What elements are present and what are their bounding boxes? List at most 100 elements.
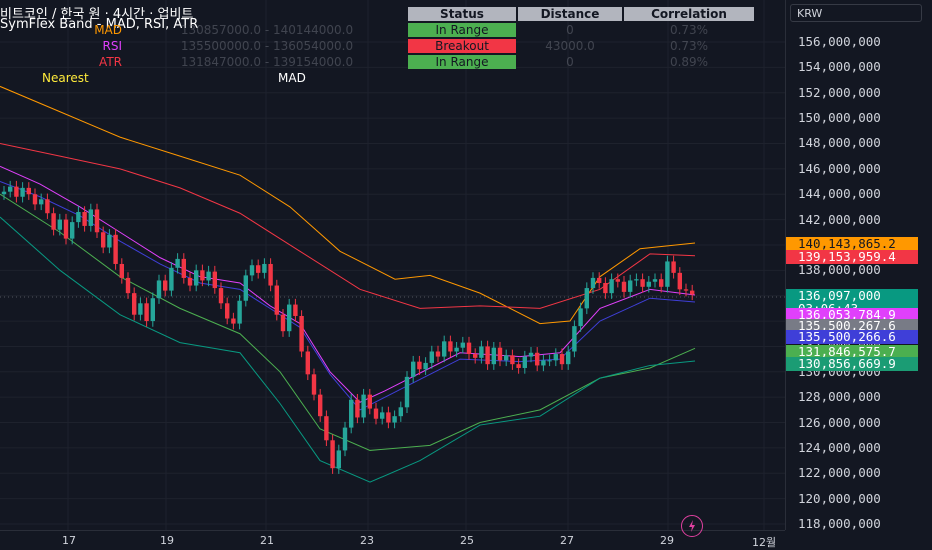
- candle-body: [621, 281, 627, 292]
- candle-body: [144, 303, 149, 322]
- candle-body: [510, 355, 515, 365]
- candle-body: [435, 351, 441, 357]
- rsi-upper-band: [0, 165, 696, 403]
- price-tick-label: 144,000,000: [798, 186, 881, 202]
- price-label: 136,053,784.9: [786, 308, 918, 322]
- table-row-nearest: Nearest MAD: [2, 71, 754, 85]
- candle-body: [20, 187, 25, 197]
- range-cell: 131847000.0 - 139154000.0: [180, 55, 354, 69]
- candle-body: [584, 288, 589, 309]
- candle-body: [262, 263, 267, 273]
- candle-body: [429, 351, 434, 363]
- candle-body: [256, 265, 261, 273]
- price-tick-label: 142,000,000: [798, 211, 881, 227]
- range-cell: 130857000.0 - 140144000.0: [180, 23, 354, 37]
- candle-body: [516, 364, 521, 368]
- price-label: 140,143,865.2: [786, 237, 918, 251]
- price-label: 135,500,267.6: [786, 319, 918, 333]
- table-row-mad: MAD 130857000.0 - 140144000.0 In Range 0…: [2, 23, 754, 37]
- candle-body: [535, 352, 540, 366]
- candle-body: [287, 304, 292, 332]
- candle-body: [200, 270, 205, 281]
- candle-body: [690, 290, 695, 295]
- lightning-bolt-icon[interactable]: [681, 515, 703, 537]
- candle-body: [1, 191, 7, 195]
- candle-body: [404, 376, 410, 408]
- candle-body: [299, 315, 304, 352]
- correlation-header: Correlation: [624, 7, 754, 21]
- candle-body: [280, 314, 286, 332]
- time-tick-label: 25: [460, 534, 474, 547]
- candle-body: [70, 222, 75, 239]
- mad-lower-band: [0, 216, 696, 483]
- currency-button[interactable]: KRW: [790, 4, 922, 22]
- candle-body: [652, 279, 658, 282]
- candle-body: [497, 347, 503, 361]
- candle-body: [665, 261, 670, 287]
- time-scale[interactable]: [0, 530, 785, 550]
- price-label: 139,153,959.4: [786, 250, 918, 264]
- candle-body: [683, 289, 689, 291]
- distance-header: Distance: [518, 7, 622, 21]
- candle-body: [293, 304, 298, 316]
- candle-body: [94, 209, 100, 233]
- candle-body: [163, 280, 168, 291]
- candle-body: [88, 209, 93, 226]
- candle-body: [150, 298, 155, 322]
- price-tick-label: 120,000,000: [798, 490, 881, 506]
- distance-cell: 0: [566, 23, 574, 37]
- candle-body: [175, 258, 180, 268]
- candle-body: [466, 342, 472, 355]
- row-label: MAD: [94, 23, 122, 37]
- candle-body: [212, 271, 217, 289]
- time-tick-label: 23: [360, 534, 374, 547]
- candle-body: [659, 279, 664, 287]
- price-tick-label: 126,000,000: [798, 414, 881, 430]
- price-tick-label: 128,000,000: [798, 389, 881, 405]
- candle-body: [181, 258, 186, 278]
- price-chart[interactable]: [0, 0, 785, 530]
- candle-body: [398, 407, 403, 417]
- candle-body: [51, 213, 56, 230]
- candle-body: [125, 277, 131, 294]
- time-tick-label: 17: [62, 534, 76, 547]
- price-tick-label: 118,000,000: [798, 516, 881, 532]
- price-scale[interactable]: [785, 0, 932, 530]
- candle-body: [417, 361, 422, 370]
- chart-area[interactable]: [0, 0, 785, 530]
- correlation-cell: 0.73%: [669, 23, 709, 37]
- candle-body: [138, 303, 143, 315]
- price-label: 131,846,575.7: [786, 345, 918, 359]
- candle-body: [231, 318, 236, 324]
- candle-body: [609, 279, 614, 294]
- candle-body: [225, 303, 230, 319]
- price-tick-label: 146,000,000: [798, 160, 881, 176]
- candle-body: [553, 354, 558, 361]
- range-cell: 135500000.0 - 136054000.0: [180, 39, 354, 53]
- candle-body: [243, 275, 248, 301]
- candle-body: [194, 270, 199, 286]
- table-row-atr: ATR 131847000.0 - 139154000.0 In Range 0…: [2, 55, 754, 69]
- candle-body: [14, 186, 19, 197]
- candle-body: [218, 288, 224, 304]
- candle-body: [566, 351, 571, 365]
- price-label: 135,500,266.6: [786, 330, 918, 344]
- candle-body: [454, 347, 459, 352]
- candle-body: [305, 351, 310, 375]
- status-header: Status: [408, 7, 516, 21]
- candle-body: [63, 219, 69, 239]
- candle-body: [628, 280, 633, 292]
- candle-body: [318, 394, 323, 417]
- candle-body: [473, 354, 478, 358]
- price-tick-label: 122,000,000: [798, 465, 881, 481]
- candle-body: [268, 263, 273, 286]
- candle-body: [82, 211, 87, 226]
- status-cell: In Range: [408, 23, 516, 37]
- candle-body: [578, 308, 583, 327]
- candle-body: [32, 194, 38, 205]
- row-label: ATR: [99, 55, 122, 69]
- candle-body: [237, 300, 242, 324]
- indicator-title: SymFlex Band - MAD, RSI, ATR: [0, 17, 199, 32]
- grid: [0, 0, 785, 530]
- mad-upper-band: [0, 85, 696, 325]
